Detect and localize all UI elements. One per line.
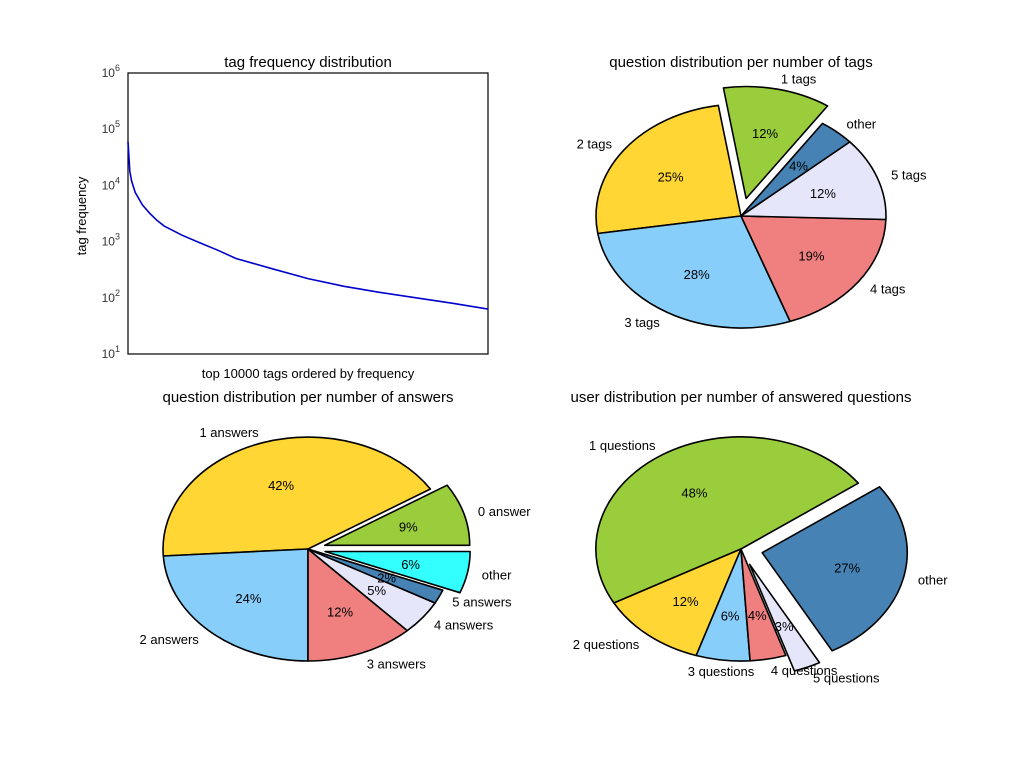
pie-slices: 9% 0 answer 42% 1 answers 24% 2 answers 12% 3 a… xyxy=(140,425,532,672)
pie-pct-label: 24% xyxy=(235,591,261,606)
pie-slice-label: 2 questions xyxy=(573,637,640,652)
pie-slice xyxy=(761,486,908,652)
pie-slice-label: 1 questions xyxy=(589,438,656,453)
pie-slice xyxy=(307,548,444,604)
pie-pct-label: 12% xyxy=(810,186,836,201)
pie-slice-label: 4 answers xyxy=(434,618,494,633)
pie-slice-label: 3 tags xyxy=(624,315,660,330)
y-tick-exponent: 1 xyxy=(115,344,120,354)
pie-slice xyxy=(740,548,787,662)
plot-frame xyxy=(127,72,489,355)
pie-pct-label: 25% xyxy=(658,170,684,185)
pie-slices: 48% 1 questions 12% 2 questions 6% 3 question… xyxy=(573,436,948,686)
pie-slice-label: other xyxy=(482,568,512,583)
pie-slice xyxy=(722,85,829,200)
chart-title: question distribution per number of answ… xyxy=(163,389,454,406)
pie-pct-label: 12% xyxy=(672,594,698,609)
pie-pct-label: 12% xyxy=(327,605,353,620)
pie-slice-label: 3 answers xyxy=(367,657,427,672)
pie-slice xyxy=(307,548,409,662)
pie-pct-label: 12% xyxy=(752,126,778,141)
y-tick-exponent: 3 xyxy=(115,232,120,242)
pie-slice xyxy=(162,548,309,662)
pie-pct-label: 3% xyxy=(775,619,794,634)
y-tick-label: 101 xyxy=(102,344,120,361)
pie-pct-label: 48% xyxy=(681,485,707,500)
pie-slice-label: 5 answers xyxy=(452,595,512,610)
pie-slice xyxy=(324,550,471,594)
y-tick-base: 10 xyxy=(102,235,116,249)
y-tick-label: 106 xyxy=(102,63,120,80)
y-tick-base: 10 xyxy=(102,122,116,136)
pie-pct-label: 2% xyxy=(377,571,396,586)
y-tick-base: 10 xyxy=(102,291,116,305)
pie-slice-label: 5 tags xyxy=(891,167,927,182)
series-line xyxy=(127,141,489,310)
pie-pct-label: 28% xyxy=(684,267,710,282)
pie-pct-label: 4% xyxy=(789,159,808,174)
pie-slice-label: 4 questions xyxy=(771,663,838,678)
y-axis-label: tag frequency xyxy=(74,176,89,255)
tag-frequency-chart: tag frequency distribution 1011021031041… xyxy=(74,54,489,381)
y-tick-base: 10 xyxy=(102,66,116,80)
pie-slice xyxy=(748,563,821,672)
pie-slice-label: 3 questions xyxy=(688,664,755,679)
pie-slice-label: 2 tags xyxy=(577,137,613,152)
pie-pct-label: 42% xyxy=(268,478,294,493)
y-tick-exponent: 4 xyxy=(115,175,120,185)
pie-slice xyxy=(323,484,471,547)
x-axis-label: top 10000 tags ordered by frequency xyxy=(202,366,415,381)
y-tick-base: 10 xyxy=(102,178,116,192)
pie-slice-label: 4 tags xyxy=(870,281,906,296)
pie-pct-label: 6% xyxy=(401,557,420,572)
y-tick-label: 104 xyxy=(102,175,120,192)
chart-title: question distribution per number of tags xyxy=(609,54,873,71)
pie-pct-label: 6% xyxy=(721,609,740,624)
pie-slice-label: other xyxy=(918,573,948,588)
pie-pct-label: 4% xyxy=(748,608,767,623)
chart-title: tag frequency distribution xyxy=(224,54,392,71)
pie-slice xyxy=(162,436,432,557)
y-tick-exponent: 5 xyxy=(115,119,120,129)
pie-slice-label: 1 tags xyxy=(781,71,817,86)
pie-slice xyxy=(595,436,860,604)
y-tick-exponent: 2 xyxy=(115,288,120,298)
pie-slice-label: other xyxy=(847,117,877,132)
tags-pie-chart: question distribution per number of tags… xyxy=(577,54,927,330)
pie-slice-label: 0 answer xyxy=(478,504,531,519)
pie-slice-label: 5 questions xyxy=(813,671,880,686)
answers-pie-chart: question distribution per number of answ… xyxy=(140,389,532,672)
y-tick-label: 105 xyxy=(102,119,120,136)
pie-slice xyxy=(597,215,791,329)
pie-slice xyxy=(595,104,742,235)
pie-slice xyxy=(740,141,887,221)
pie-pct-label: 27% xyxy=(834,560,860,575)
pie-pct-label: 19% xyxy=(798,249,824,264)
pie-slice-label: 1 answers xyxy=(199,425,259,440)
pie-slices: 12% 1 tags 25% 2 tags 28% 3 tags 19% 4 tags 12% 5… xyxy=(577,71,927,330)
users-pie-chart: user distribution per number of answered… xyxy=(570,389,948,686)
pie-slice xyxy=(740,122,851,217)
pie-slice xyxy=(740,215,887,323)
pie-pct-label: 9% xyxy=(399,520,418,535)
y-tick-label: 103 xyxy=(102,232,120,249)
chart-title: user distribution per number of answered… xyxy=(570,389,911,406)
y-tick-exponent: 6 xyxy=(115,63,120,73)
pie-slice xyxy=(613,548,742,657)
y-tick-base: 10 xyxy=(102,347,116,361)
pie-pct-label: 5% xyxy=(367,583,386,598)
y-tick-label: 102 xyxy=(102,288,120,305)
pie-slice-label: 2 answers xyxy=(140,632,200,647)
